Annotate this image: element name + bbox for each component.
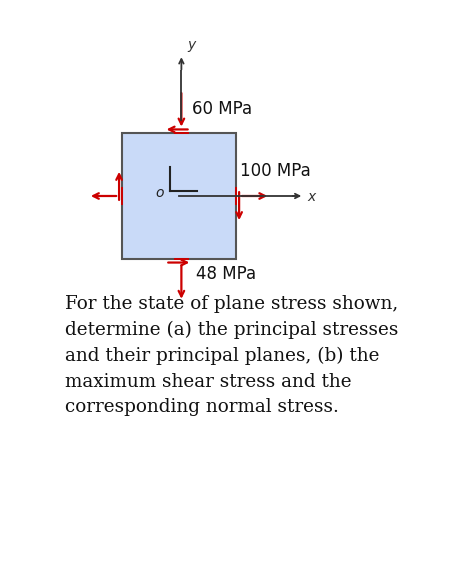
Text: For the state of plane stress shown,
determine (a) the principal stresses
and th: For the state of plane stress shown, det… (65, 295, 398, 416)
Text: 100 MPa: 100 MPa (240, 162, 311, 180)
Text: x: x (308, 190, 316, 204)
Text: y: y (188, 38, 196, 52)
Bar (122, 133, 236, 259)
Text: 60 MPa: 60 MPa (192, 100, 252, 119)
Text: 48 MPa: 48 MPa (196, 265, 256, 283)
Text: o: o (155, 186, 164, 200)
